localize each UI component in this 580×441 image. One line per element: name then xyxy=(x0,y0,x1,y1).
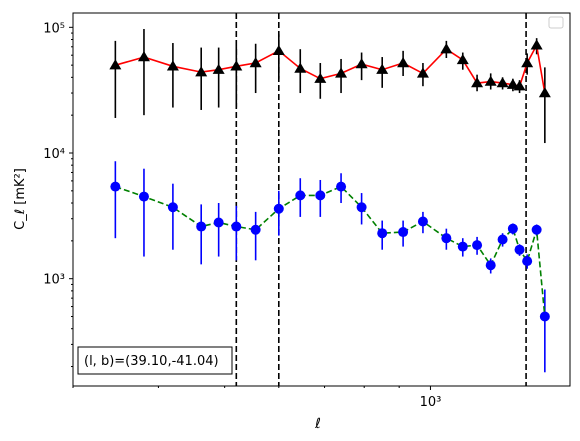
y-axis-label: C_ℓ [mK²] xyxy=(13,168,28,230)
triangle-marker xyxy=(521,57,534,68)
triangle-marker xyxy=(440,43,453,54)
triangle-marker xyxy=(230,60,243,71)
circle-marker xyxy=(315,190,326,201)
circle-marker xyxy=(485,260,496,271)
circle-marker xyxy=(295,190,306,201)
triangle-marker xyxy=(496,77,509,88)
lower-series xyxy=(110,161,550,373)
circle-marker xyxy=(273,203,284,214)
y-tick-label: 10⁵ xyxy=(43,21,65,36)
circle-marker xyxy=(514,244,525,255)
circle-marker xyxy=(110,181,121,192)
circle-marker xyxy=(417,216,428,227)
triangle-marker xyxy=(456,53,469,65)
triangle-marker xyxy=(109,59,122,70)
circle-marker xyxy=(539,311,550,322)
y-tick-label: 10⁴ xyxy=(43,147,65,162)
circle-marker xyxy=(522,256,533,267)
x-axis-label: ℓ xyxy=(314,416,321,432)
triangle-marker xyxy=(249,57,262,68)
circle-marker xyxy=(231,221,242,232)
circle-marker xyxy=(213,217,224,228)
circle-marker xyxy=(531,224,542,235)
annotation-box xyxy=(77,346,233,375)
triangle-marker xyxy=(195,66,208,77)
x-tick-label: 10³ xyxy=(420,395,442,410)
series-layer xyxy=(109,28,551,373)
annotation-text: (l, b)=(39.10,-41.04) xyxy=(84,354,219,369)
triangle-marker xyxy=(471,77,484,88)
circle-marker xyxy=(356,202,367,213)
series-line xyxy=(115,185,546,317)
triangle-marker xyxy=(335,67,348,78)
triangle-marker xyxy=(397,57,410,68)
circle-marker xyxy=(472,240,483,251)
triangle-marker xyxy=(416,67,429,78)
y-tick-label: 10³ xyxy=(43,273,65,288)
triangle-marker xyxy=(294,62,307,73)
triangle-marker xyxy=(538,87,551,98)
triangle-marker xyxy=(166,60,179,71)
circle-marker xyxy=(398,227,409,238)
circle-marker xyxy=(138,191,149,202)
circle-marker xyxy=(250,224,261,235)
circle-marker xyxy=(196,221,207,232)
triangle-marker xyxy=(506,78,519,89)
circle-marker xyxy=(167,202,178,213)
triangle-marker xyxy=(376,63,389,74)
triangle-marker xyxy=(513,80,526,91)
upper-series xyxy=(109,28,551,144)
triangle-marker xyxy=(314,72,327,83)
triangle-marker xyxy=(272,44,285,56)
circle-marker xyxy=(377,228,388,239)
legend-box xyxy=(548,16,564,29)
triangle-marker xyxy=(355,58,368,69)
tick-layer: 10³ 10⁴ 10⁵ 10³ xyxy=(43,21,441,410)
circle-marker xyxy=(336,181,347,192)
circle-marker xyxy=(507,223,518,234)
circle-marker xyxy=(497,234,508,245)
triangle-marker xyxy=(530,39,543,50)
vline-layer xyxy=(235,13,527,386)
circle-marker xyxy=(441,233,452,244)
triangle-marker xyxy=(137,51,150,62)
triangle-marker xyxy=(484,75,497,86)
circle-marker xyxy=(457,241,468,252)
plot-frame xyxy=(72,12,571,387)
triangle-marker xyxy=(212,63,225,74)
